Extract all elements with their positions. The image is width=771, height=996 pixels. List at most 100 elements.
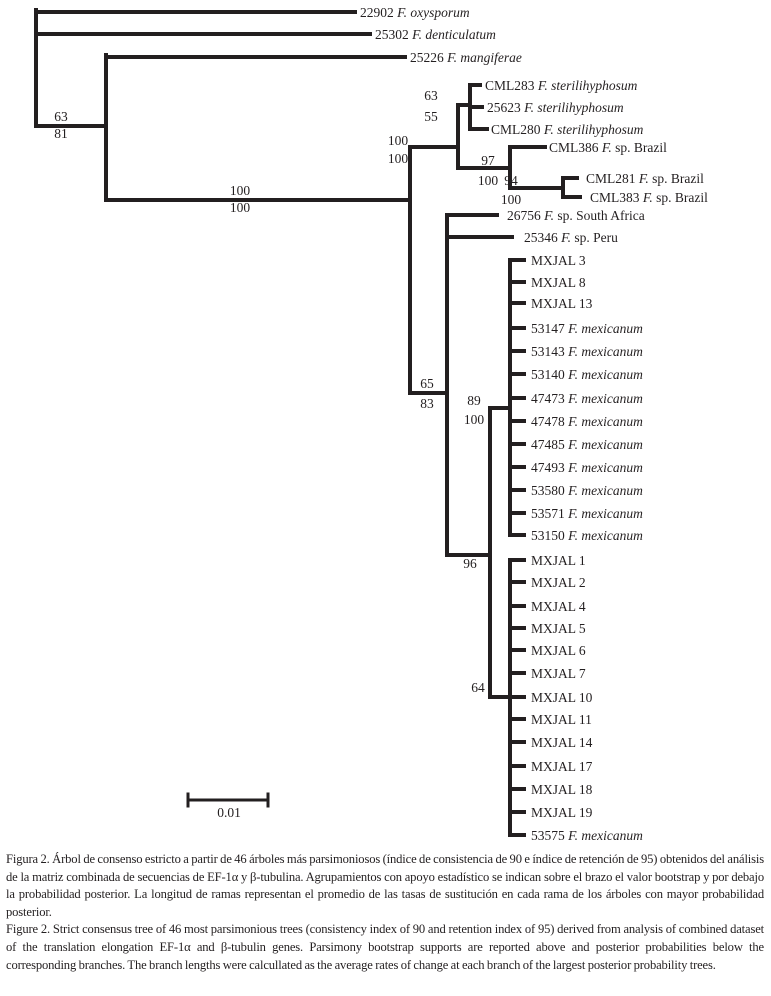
taxon-species: sp. Brazil [615,140,667,155]
taxon-label: CML280 F. sterilihyphosum [491,122,644,137]
bootstrap-support: 96 [463,556,477,571]
taxon-code: 26756 [507,208,541,223]
tree-branches [34,8,582,837]
taxon-code: MXJAL 1 [531,553,586,568]
taxon-species: sp. Brazil [656,190,708,205]
taxon-label: MXJAL 3 [531,253,586,268]
taxon-genus: F. [543,208,554,223]
taxon-code: 47478 [531,414,565,429]
taxon-code: MXJAL 5 [531,621,586,636]
taxon-code: 53140 [531,367,565,382]
taxon-species: mangiferae [460,50,522,65]
taxon-label: CML281 F. sp. Brazil [586,171,704,186]
bootstrap-support: 63 [424,88,438,103]
taxon-genus: F. [446,50,457,65]
taxon-label: 25302 F. denticulatum [375,27,496,42]
taxon-code: MXJAL 18 [531,782,593,797]
figure-caption: Figura 2. Árbol de consenso estricto a p… [6,851,764,974]
taxon-code: MXJAL 11 [531,712,592,727]
bootstrap-support: 97 [481,153,495,168]
taxon-species: mexicanum [581,506,643,521]
taxon-genus: F. [567,391,578,406]
taxon-label: MXJAL 10 [531,690,593,705]
taxon-species: oxysporum [410,5,469,20]
taxon-label: 53580 F. mexicanum [531,483,643,498]
taxon-label: MXJAL 17 [531,759,593,774]
bootstrap-support: 64 [471,680,485,695]
taxon-label: MXJAL 18 [531,782,593,797]
taxon-code: 53575 [531,828,565,843]
taxon-species: mexicanum [581,391,643,406]
taxon-code: 53580 [531,483,565,498]
bootstrap-support: 65 [420,376,434,391]
taxon-label: 53575 F. mexicanum [531,828,643,843]
tip-labels: 22902 F. oxysporum 25302 F. denticulatum 2… [360,5,708,843]
taxon-label: MXJAL 13 [531,296,593,311]
bootstrap-support: 94 [504,173,518,188]
taxon-label: MXJAL 8 [531,275,586,290]
taxon-genus: F. [567,437,578,452]
taxon-species: mexicanum [581,460,643,475]
bootstrap-support: 63 [54,109,68,124]
taxon-species: mexicanum [581,344,643,359]
taxon-label: 26756 F. sp. South Africa [507,208,645,223]
taxon-label: MXJAL 5 [531,621,586,636]
taxon-code: 47493 [531,460,565,475]
taxon-species: sterilihyphosum [557,122,643,137]
taxon-genus: F. [543,122,554,137]
taxon-label: MXJAL 7 [531,666,586,681]
scale-bar: 0.01 [186,792,270,820]
taxon-code: MXJAL 17 [531,759,593,774]
taxon-genus: F. [567,506,578,521]
scale-bar-label: 0.01 [217,805,241,820]
taxon-label: MXJAL 11 [531,712,592,727]
taxon-species: sterilihyphosum [551,78,637,93]
taxon-genus: F. [601,140,612,155]
phylogenetic-tree: 22902 F. oxysporum 25302 F. denticulatum 2… [34,5,708,843]
taxon-code: MXJAL 4 [531,599,586,614]
posterior-support: 100 [388,151,409,166]
taxon-genus: F. [560,230,571,245]
taxon-label: MXJAL 19 [531,805,593,820]
taxon-label: 22902 F. oxysporum [360,5,470,20]
taxon-code: CML383 [590,190,640,205]
taxon-genus: F. [411,27,422,42]
posterior-support: 100 [464,412,485,427]
taxon-label: 53140 F. mexicanum [531,367,643,382]
taxon-species: denticulatum [425,27,496,42]
taxon-code: MXJAL 3 [531,253,586,268]
taxon-genus: F. [523,100,534,115]
posterior-support: 83 [420,396,434,411]
taxon-species: mexicanum [581,528,643,543]
taxon-code: CML283 [485,78,535,93]
posterior-support: 55 [424,109,438,124]
taxon-label: 47493 F. mexicanum [531,460,643,475]
taxon-genus: F. [396,5,407,20]
taxon-code: MXJAL 10 [531,690,593,705]
taxon-species: sterilihyphosum [537,100,623,115]
taxon-code: MXJAL 14 [531,735,593,750]
taxon-genus: F. [567,460,578,475]
taxon-genus: F. [638,171,649,186]
taxon-genus: F. [537,78,548,93]
taxon-label: 25623 F. sterilihyphosum [487,100,624,115]
posterior-support: 100 [230,200,251,215]
taxon-code: 47485 [531,437,565,452]
taxon-genus: F. [567,483,578,498]
taxon-label: MXJAL 6 [531,643,586,658]
taxon-label: MXJAL 14 [531,735,593,750]
taxon-code: 25623 [487,100,521,115]
posterior-support: 81 [54,126,68,141]
taxon-label: 53143 F. mexicanum [531,344,643,359]
taxon-code: 53143 [531,344,565,359]
taxon-code: 25226 [410,50,444,65]
taxon-species: mexicanum [581,321,643,336]
bootstrap-support: 89 [467,393,481,408]
taxon-species: sp. South Africa [557,208,644,223]
taxon-genus: F. [567,528,578,543]
taxon-code: CML386 [549,140,599,155]
taxon-code: 47473 [531,391,565,406]
taxon-species: mexicanum [581,367,643,382]
taxon-code: MXJAL 8 [531,275,586,290]
